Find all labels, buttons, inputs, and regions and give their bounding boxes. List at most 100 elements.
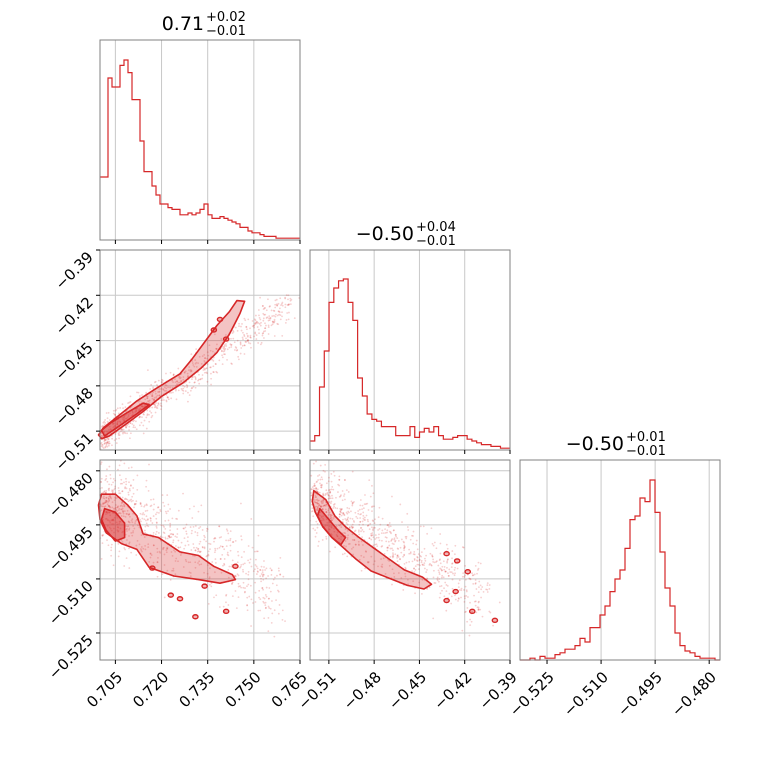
sample-point (460, 596, 462, 599)
sample-point (107, 501, 110, 503)
sample-point (141, 405, 144, 408)
sample-point (134, 522, 136, 524)
sample-point (229, 549, 232, 552)
sample-point (223, 346, 225, 349)
sample-point (408, 552, 411, 555)
sample-point (186, 536, 189, 538)
sample-point (477, 600, 480, 603)
sample-point (105, 491, 108, 494)
sample-point (237, 582, 240, 585)
sample-point (254, 550, 256, 553)
sample-point (194, 531, 197, 533)
sample-point (406, 512, 409, 515)
sample-point (133, 419, 136, 422)
sample-point (122, 515, 125, 518)
sample-point (393, 529, 395, 532)
sample-point (161, 536, 164, 539)
sample-point (450, 595, 453, 598)
sample-point (169, 578, 172, 581)
sample-point (266, 316, 269, 319)
sample-point (437, 569, 440, 572)
sample-point (438, 559, 441, 562)
sample-point (193, 381, 196, 384)
sample-point (204, 536, 206, 539)
sample-point (245, 325, 248, 328)
sample-point (114, 507, 116, 510)
sample-point (164, 384, 167, 386)
sample-point (222, 564, 224, 567)
sample-point (381, 563, 384, 566)
sample-point (179, 546, 182, 549)
sample-point (231, 583, 233, 585)
sample-point (107, 438, 110, 440)
sample-point (240, 502, 242, 505)
sample-point (101, 486, 103, 489)
sample-point (257, 322, 260, 324)
sample-point (221, 545, 224, 548)
sample-point (239, 342, 242, 345)
sample-point (245, 326, 248, 328)
sample-point (416, 559, 418, 562)
sample-point (220, 349, 223, 352)
histogram-0 (100, 59, 300, 239)
sample-point (317, 503, 320, 505)
sample-point (186, 376, 189, 379)
sample-point (166, 494, 169, 496)
sample-point (185, 560, 188, 563)
sample-point (372, 526, 375, 529)
sample-point (178, 381, 181, 384)
sample-point (129, 395, 132, 398)
sample-point (234, 574, 237, 577)
sample-point (233, 341, 236, 344)
sample-point (393, 537, 396, 540)
x-tick-label: 0.720 (129, 668, 172, 711)
sample-point (331, 519, 334, 521)
contour-island (464, 569, 472, 575)
sample-point (226, 358, 228, 361)
sample-point (163, 386, 166, 389)
sample-point (197, 548, 199, 550)
sample-point (445, 609, 448, 612)
sample-point (210, 582, 213, 585)
sample-point (250, 598, 253, 601)
sample-point (359, 504, 362, 507)
sample-point (117, 543, 120, 545)
sample-point (479, 608, 482, 611)
sample-point (188, 571, 191, 574)
sample-point (469, 577, 471, 580)
sample-point (357, 512, 360, 515)
sample-point (124, 548, 126, 551)
sample-point (318, 504, 321, 506)
sample-point (121, 490, 124, 493)
sample-point (133, 502, 136, 505)
sample-point (281, 618, 284, 621)
sample-point (345, 489, 348, 492)
sample-point (270, 622, 273, 624)
sample-point (322, 517, 324, 520)
sample-point (135, 410, 138, 412)
sample-point (100, 445, 103, 448)
sample-point (121, 428, 123, 431)
contour-island (201, 583, 208, 589)
sample-point (333, 530, 336, 533)
sample-point (254, 564, 257, 566)
sample-point (351, 523, 354, 526)
sample-point (342, 512, 345, 515)
sample-point (186, 386, 188, 389)
sample-point (118, 437, 120, 440)
sample-point (270, 574, 273, 576)
sample-point (203, 354, 206, 356)
sample-point (194, 375, 196, 378)
sample-point (107, 544, 110, 547)
sample-point (255, 558, 257, 561)
sample-point (371, 484, 373, 487)
sample-point (111, 523, 114, 525)
sample-point (286, 312, 289, 314)
sample-point (144, 548, 147, 551)
sample-point (105, 497, 108, 499)
sample-point (114, 413, 116, 416)
sample-point (205, 540, 208, 543)
sample-point (452, 572, 454, 575)
sample-point (344, 498, 346, 501)
sample-point (103, 490, 106, 493)
